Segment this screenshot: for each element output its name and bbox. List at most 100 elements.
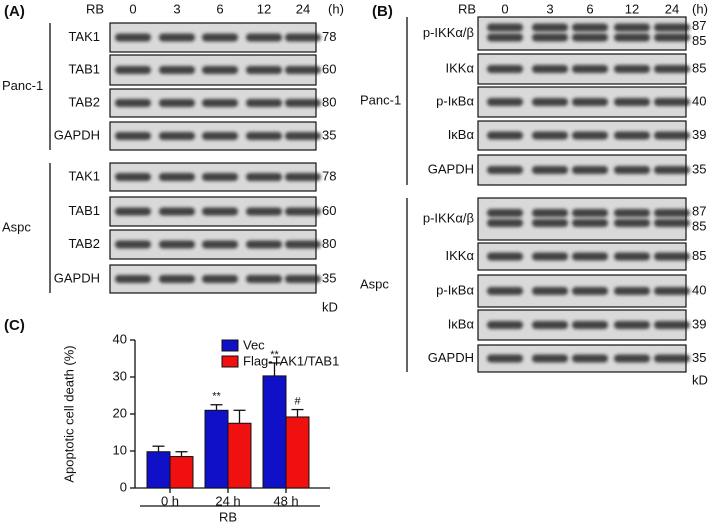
band xyxy=(654,98,690,106)
band xyxy=(159,132,195,140)
protein-label: p-IKKα/β xyxy=(423,25,474,40)
band xyxy=(115,99,151,107)
band xyxy=(487,354,523,363)
protein-label: GAPDH xyxy=(54,127,100,142)
band xyxy=(532,252,568,261)
band xyxy=(614,33,650,42)
band xyxy=(532,65,568,73)
lane-label: 0 xyxy=(501,1,508,16)
bar xyxy=(146,451,171,489)
mw-label: 40 xyxy=(692,282,706,297)
band xyxy=(285,99,321,107)
band xyxy=(654,287,690,295)
band xyxy=(654,209,690,217)
band xyxy=(614,354,650,363)
band xyxy=(202,275,238,283)
mw-unit: kD xyxy=(692,372,708,387)
mw-label: 35 xyxy=(692,161,706,176)
band xyxy=(532,209,568,217)
band xyxy=(115,33,151,42)
y-tick-label: 10 xyxy=(113,442,127,457)
mw-label: 35 xyxy=(322,127,336,142)
band xyxy=(654,33,690,42)
band xyxy=(115,173,151,181)
legend-swatch xyxy=(221,339,239,352)
band xyxy=(572,209,608,217)
lane-label: 12 xyxy=(257,1,271,16)
band xyxy=(572,252,608,261)
band xyxy=(159,173,195,181)
group-label: Panc-1 xyxy=(360,92,401,107)
protein-label: GAPDH xyxy=(428,350,474,365)
treatment-label: RB xyxy=(86,1,104,16)
band xyxy=(532,98,568,106)
band xyxy=(654,321,690,329)
band xyxy=(487,98,523,106)
mw-label: 85 xyxy=(692,60,706,75)
band xyxy=(487,321,523,329)
band xyxy=(159,207,195,216)
band xyxy=(572,219,608,227)
band xyxy=(202,66,238,74)
band xyxy=(614,65,650,73)
significance: ** xyxy=(270,349,279,361)
band xyxy=(654,252,690,261)
band xyxy=(572,354,608,363)
band xyxy=(246,132,282,140)
lane-label: 24 xyxy=(665,1,679,16)
band xyxy=(532,287,568,295)
band xyxy=(202,240,238,249)
band xyxy=(572,131,608,140)
band xyxy=(285,240,321,249)
band xyxy=(487,209,523,217)
significance: ** xyxy=(212,391,221,403)
bar xyxy=(204,409,229,489)
band xyxy=(202,132,238,140)
y-tick-label: 20 xyxy=(113,405,127,420)
y-axis-label: Apoptotic cell death (%) xyxy=(61,345,76,482)
x-tick-label: 0 h xyxy=(161,493,179,508)
band xyxy=(202,99,238,107)
band xyxy=(487,252,523,261)
band xyxy=(654,65,690,73)
lane-label: 6 xyxy=(216,1,223,16)
band xyxy=(115,66,151,74)
lane-label: 24 xyxy=(296,1,310,16)
band xyxy=(285,132,321,140)
protein-label: TAK1 xyxy=(68,29,100,44)
lane-label: 3 xyxy=(546,1,553,16)
band xyxy=(115,275,151,283)
lane-label: 6 xyxy=(586,1,593,16)
mw-label: 85 xyxy=(692,33,706,48)
y-tick-label: 40 xyxy=(113,331,127,346)
legend-label: Flag-TAK1/TAB1 xyxy=(243,353,339,368)
panel-label: (A) xyxy=(4,3,25,20)
x-tick-label: 48 h xyxy=(273,493,298,508)
band xyxy=(246,66,282,74)
protein-label: p-IκBα xyxy=(436,282,474,297)
mw-label: 80 xyxy=(322,236,336,251)
band xyxy=(246,275,282,283)
legend-swatch xyxy=(221,355,239,368)
band xyxy=(532,166,568,174)
band xyxy=(532,354,568,363)
mw-label: 39 xyxy=(692,127,706,142)
band xyxy=(159,275,195,283)
mw-label: 60 xyxy=(322,203,336,218)
band xyxy=(614,98,650,106)
mw-label: 85 xyxy=(692,248,706,263)
protein-label: TAB2 xyxy=(68,94,100,109)
band xyxy=(202,207,238,216)
band xyxy=(159,99,195,107)
x-axis-label: RB xyxy=(219,509,237,524)
lane-label: 3 xyxy=(173,1,180,16)
mw-label: 39 xyxy=(692,316,706,331)
band xyxy=(654,166,690,174)
protein-label: TAB2 xyxy=(68,236,100,251)
mw-label: 78 xyxy=(322,29,336,44)
protein-label: IKKα xyxy=(446,248,475,263)
band xyxy=(572,23,608,32)
band xyxy=(487,23,523,32)
band xyxy=(614,131,650,140)
